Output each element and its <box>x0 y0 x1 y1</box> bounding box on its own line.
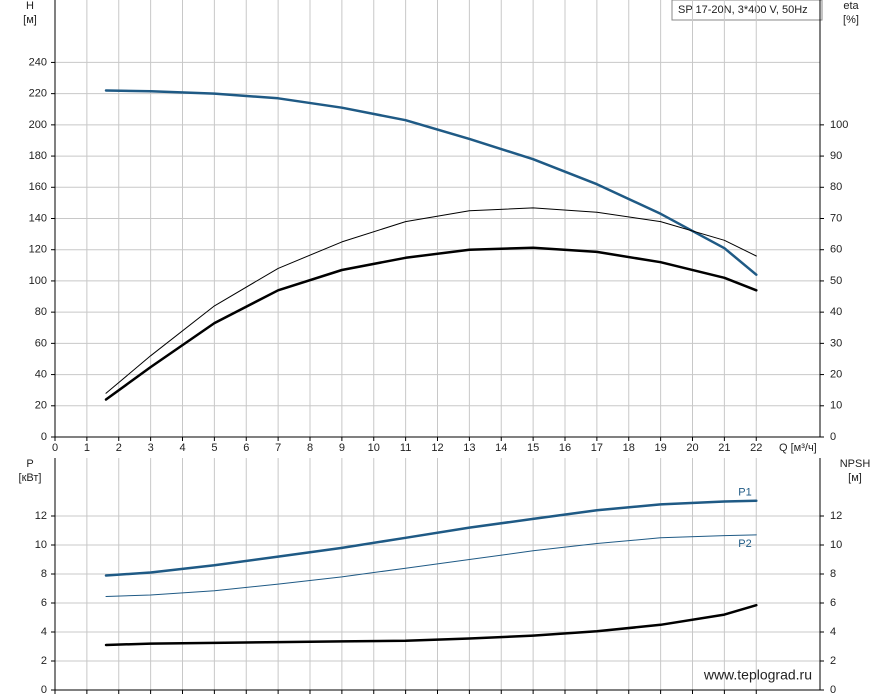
y-tick-label: 4 <box>41 626 47 638</box>
y2-axis-unit: [м] <box>848 472 862 484</box>
series-label: P1 <box>738 487 751 499</box>
x-tick-label: 15 <box>527 442 539 454</box>
x-tick-label: 8 <box>307 442 313 454</box>
x-tick-label: 10 <box>368 442 380 454</box>
x-tick-label: 19 <box>655 442 667 454</box>
x-axis-label: Q [м³/ч] <box>779 442 817 454</box>
x-tick-label: 11 <box>400 442 411 454</box>
y2-tick-label: 100 <box>830 119 848 131</box>
chart-title: SP 17-20N, 3*400 V, 50Hz <box>678 4 808 16</box>
y-tick-label: 40 <box>35 368 47 380</box>
y-tick-label: 120 <box>29 244 47 256</box>
y-tick-label: 140 <box>29 212 47 224</box>
y-tick-label: 0 <box>41 684 47 696</box>
y2-tick-label: 8 <box>830 568 836 580</box>
x-tick-label: 3 <box>148 442 154 454</box>
y-tick-label: 20 <box>35 400 47 412</box>
series-line <box>104 603 758 647</box>
y-tick-label: 6 <box>41 597 47 609</box>
x-tick-label: 14 <box>495 442 507 454</box>
y2-tick-label: 6 <box>830 597 836 609</box>
y2-tick-label: 2 <box>830 655 836 667</box>
y-tick-label: 80 <box>35 306 47 318</box>
x-tick-label: 12 <box>431 442 443 454</box>
x-tick-label: 1 <box>84 442 90 454</box>
x-tick-label: 17 <box>591 442 603 454</box>
y2-tick-label: 60 <box>830 244 842 256</box>
y2-tick-label: 10 <box>830 539 842 551</box>
y2-tick-label: 50 <box>830 275 842 287</box>
y2-tick-label: 0 <box>830 684 836 696</box>
x-tick-label: 6 <box>243 442 249 454</box>
y-tick-label: 240 <box>29 56 47 68</box>
x-tick-label: 16 <box>559 442 571 454</box>
x-tick-label: 22 <box>750 442 762 454</box>
y-axis-label: P <box>26 458 33 470</box>
series-line <box>104 246 758 401</box>
y-axis-unit: [м] <box>23 14 37 26</box>
x-tick-label: 18 <box>623 442 635 454</box>
y-tick-label: 12 <box>35 510 47 522</box>
y-axis-unit: [кВт] <box>19 472 42 484</box>
x-tick-label: 9 <box>339 442 345 454</box>
title-box <box>671 0 823 21</box>
x-tick-label: 4 <box>179 442 185 454</box>
y2-tick-label: 30 <box>830 337 842 349</box>
x-tick-label: 2 <box>116 442 122 454</box>
x-tick-label: 13 <box>463 442 475 454</box>
y-axis-label: H <box>26 0 34 12</box>
y2-tick-label: 80 <box>830 181 842 193</box>
y-tick-label: 2 <box>41 655 47 667</box>
y2-tick-label: 70 <box>830 212 842 224</box>
y-tick-label: 160 <box>29 181 47 193</box>
x-tick-label: 21 <box>718 442 730 454</box>
y-tick-label: 180 <box>29 150 47 162</box>
y-tick-label: 8 <box>41 568 47 580</box>
y2-tick-label: 4 <box>830 626 836 638</box>
y2-tick-label: 12 <box>830 510 842 522</box>
series-line <box>104 89 758 276</box>
y2-tick-label: 0 <box>830 431 836 443</box>
y-tick-label: 220 <box>29 88 47 100</box>
y2-axis-label: eta <box>843 0 859 12</box>
y2-tick-label: 10 <box>830 400 842 412</box>
y-tick-label: 200 <box>29 119 47 131</box>
y2-tick-label: 40 <box>830 306 842 318</box>
y-tick-label: 10 <box>35 539 47 551</box>
x-tick-label: 5 <box>211 442 217 454</box>
series-line <box>105 207 757 394</box>
series-line <box>105 534 757 597</box>
series-label: P2 <box>738 538 751 550</box>
y-tick-label: 100 <box>29 275 47 287</box>
y2-tick-label: 90 <box>830 150 842 162</box>
y2-tick-label: 20 <box>830 368 842 380</box>
watermark: www.teplograd.ru <box>703 667 812 683</box>
y2-axis-unit: [%] <box>843 14 859 26</box>
x-tick-label: 0 <box>52 442 58 454</box>
y-tick-label: 60 <box>35 337 47 349</box>
y2-axis-label: NPSH <box>840 458 871 470</box>
y-tick-label: 0 <box>41 431 47 443</box>
series-line <box>104 499 758 577</box>
x-tick-label: 20 <box>686 442 698 454</box>
x-tick-label: 7 <box>275 442 281 454</box>
